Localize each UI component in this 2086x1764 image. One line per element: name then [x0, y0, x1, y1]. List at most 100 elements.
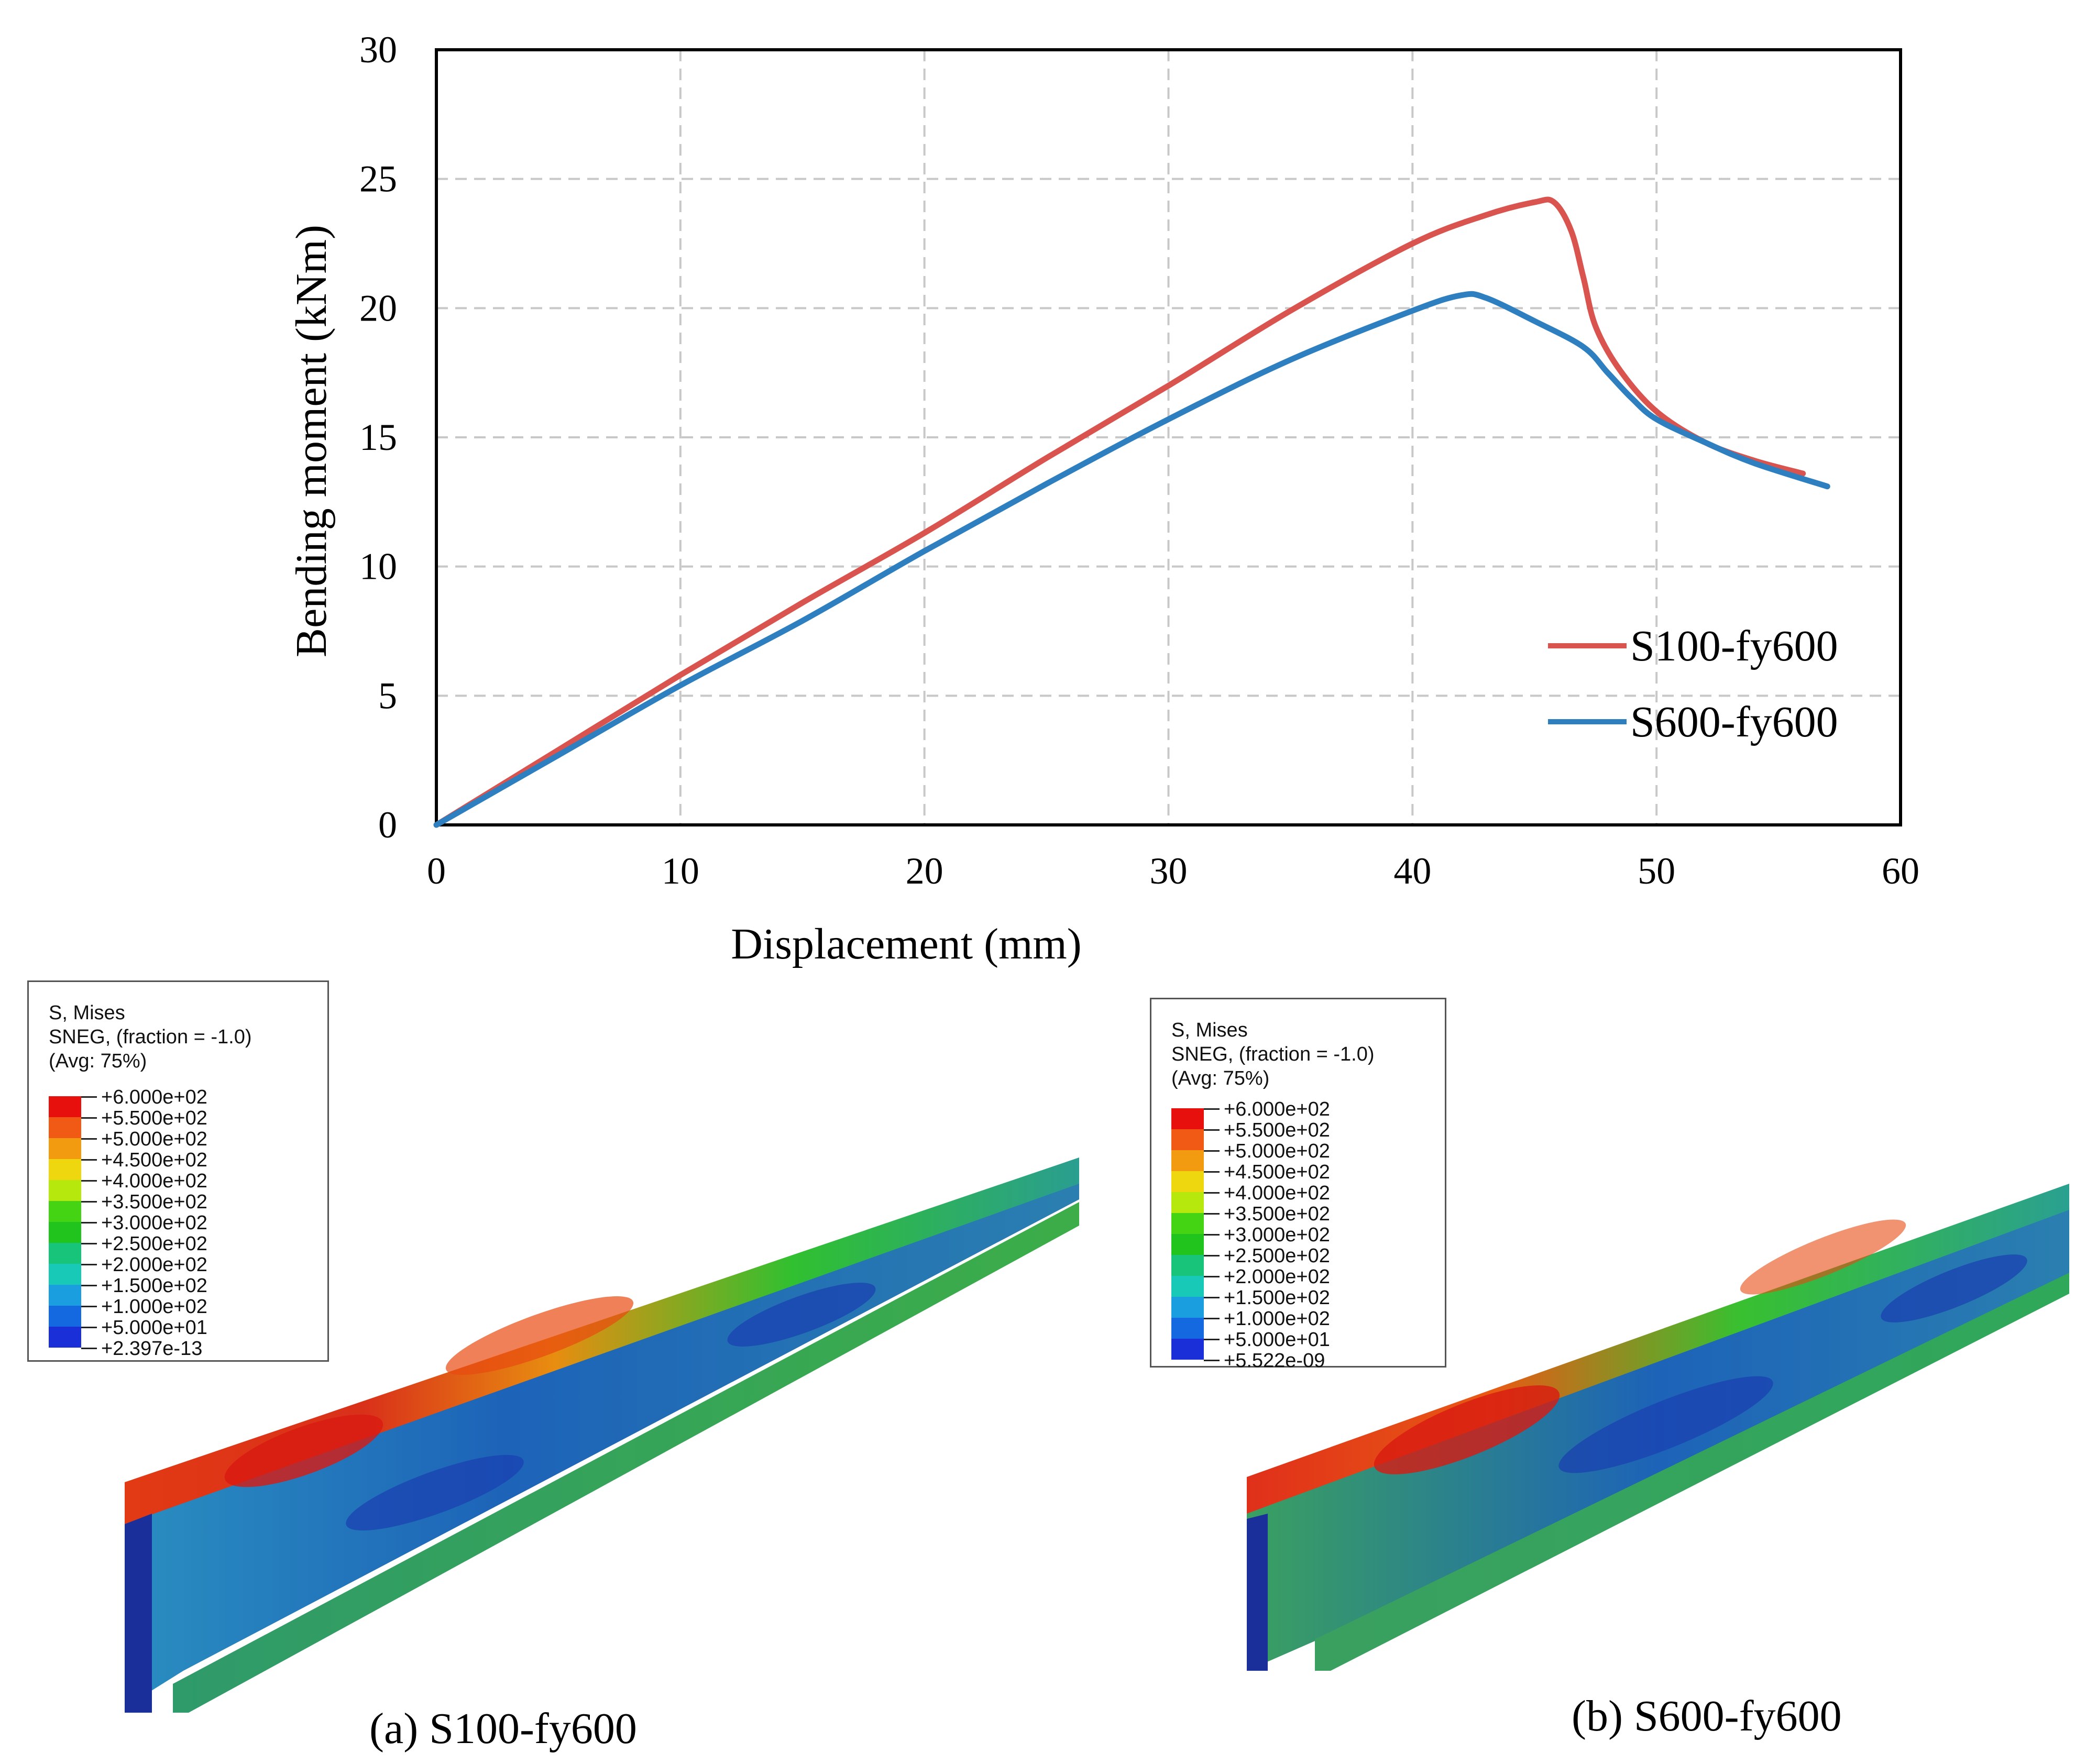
colorbar-b-label-5: +3.500e+02: [1224, 1203, 1330, 1225]
colorbar-b-label-8: +2.000e+02: [1224, 1266, 1330, 1288]
colorbar-b-tick-6: [1204, 1234, 1220, 1236]
colorbar-b-swatch-7: [1171, 1255, 1204, 1276]
x-tick-label-30: 30: [1150, 850, 1188, 892]
contour-legend-b: S, Mises SNEG, (fraction = -1.0) (Avg: 7…: [1150, 998, 1446, 1371]
colorbar-b-tick-1: [1204, 1129, 1220, 1131]
contour-legend-b-header: S, Mises SNEG, (fraction = -1.0) (Avg: 7…: [1171, 1019, 1375, 1089]
colorbar-a-swatch-9: [49, 1285, 81, 1306]
y-tick-label-10: 10: [359, 546, 397, 588]
colorbar-a-tick-8: [81, 1264, 97, 1265]
caption-a: (a) S100-fy600: [369, 1704, 637, 1753]
colorbar-a-level-10: +1.000e+02: [49, 1296, 520, 1327]
colorbar-a-tick-3: [81, 1159, 97, 1161]
colorbar-b-level-6: +3.000e+02: [1171, 1225, 1643, 1255]
colorbar-a-level-9: +1.500e+02: [49, 1275, 520, 1306]
colorbar-a-label-6: +3.000e+02: [101, 1212, 207, 1234]
colorbar-a-level-4: +4.000e+02: [49, 1171, 520, 1201]
colorbar-b-swatch-6: [1171, 1234, 1204, 1255]
colorbar-b-level-3: +4.500e+02: [1171, 1162, 1643, 1192]
series-line-s100-fy600: [433, 196, 1806, 828]
colorbar-a-label-1: +5.500e+02: [101, 1107, 207, 1129]
x-tick-label-20: 20: [906, 850, 943, 892]
colorbar-a-tick-6: [81, 1222, 97, 1223]
colorbar-b-level-10: +1.000e+02: [1171, 1308, 1643, 1339]
colorbar-a-level-7: +2.500e+02: [49, 1233, 520, 1264]
colorbar-a-swatch-7: [49, 1243, 81, 1264]
colorbar-a-swatch-1: [49, 1117, 81, 1138]
colorbar-a-level-1: +5.500e+02: [49, 1108, 520, 1138]
colorbar-a-swatch-10: [49, 1306, 81, 1327]
colorbar-b-tick-3: [1204, 1171, 1220, 1173]
y-tick-label-5: 5: [378, 675, 397, 716]
colorbar-a-tick-7: [81, 1243, 97, 1244]
legend: S100-fy600 S600-fy600: [1548, 622, 1838, 746]
colorbar-a-level-0: +6.000e+02: [49, 1087, 520, 1117]
colorbar-b-tick-11: [1204, 1339, 1220, 1340]
colorbar-b-tick-0: [1204, 1108, 1220, 1110]
colorbar-b-level-7: +2.500e+02: [1171, 1245, 1643, 1276]
colorbar-a-label-4: +4.000e+02: [101, 1170, 207, 1192]
colorbar-b-swatch-4: [1171, 1192, 1204, 1213]
colorbar-b-label-4: +4.000e+02: [1224, 1182, 1330, 1204]
x-tick-label-10: 10: [662, 850, 699, 892]
colorbar-a-tick-4: [81, 1180, 97, 1182]
colorbar-a-swatch-8: [49, 1264, 81, 1285]
x-axis-title: Displacement (mm): [731, 920, 1081, 968]
colorbar-b-level-11: +5.000e+01: [1171, 1329, 1643, 1360]
colorbar-b-label-6: +3.000e+02: [1224, 1224, 1330, 1246]
colorbar-a-swatch-5: [49, 1201, 81, 1222]
colorbar-b-label-3: +4.500e+02: [1224, 1161, 1330, 1183]
x-tick-label-0: 0: [427, 850, 446, 892]
colorbar-a-tick-10: [81, 1306, 97, 1307]
colorbar-a-tick-5: [81, 1201, 97, 1203]
colorbar-b-tick-10: [1204, 1318, 1220, 1319]
colorbar-a-level-8: +2.000e+02: [49, 1254, 520, 1285]
colorbar-b-label-0: +6.000e+02: [1224, 1098, 1330, 1120]
contour-legend-a: S, Mises SNEG, (fraction = -1.0) (Avg: 7…: [27, 980, 329, 1362]
colorbar-b-level-0: +6.000e+02: [1171, 1099, 1643, 1129]
colorbar-b-swatch-5: [1171, 1213, 1204, 1234]
colorbar-a-swatch-4: [49, 1180, 81, 1201]
colorbar-b-label-2: +5.000e+02: [1224, 1140, 1330, 1162]
colorbar-b-level-1: +5.500e+02: [1171, 1120, 1643, 1150]
colorbar-a-tick-2: [81, 1138, 97, 1140]
colorbar-a-swatch-2: [49, 1138, 81, 1159]
colorbar-a-level-6: +3.000e+02: [49, 1212, 520, 1243]
bending-moment-chart: 0 10 20 30 40 50 60 0 5 10 15 20 25 30 Displacement …: [287, 29, 1919, 968]
colorbar-a-label-11: +5.000e+01: [101, 1317, 207, 1339]
colorbar-a-label-5: +3.500e+02: [101, 1191, 207, 1213]
colorbar-b-level-8: +2.000e+02: [1171, 1266, 1643, 1297]
y-tick-label-0: 0: [378, 804, 397, 846]
chart-grid: [436, 50, 1901, 825]
colorbar-a-swatch-3: [49, 1159, 81, 1180]
colorbar-b-swatch-8: [1171, 1276, 1204, 1297]
colorbar-a-label-7: +2.500e+02: [101, 1233, 207, 1255]
colorbar-b-tick-9: [1204, 1297, 1220, 1298]
colorbar-a-level-11: +5.000e+01: [49, 1317, 520, 1348]
colorbar-a-swatch-0: [49, 1096, 81, 1117]
x-tick-label-50: 50: [1638, 850, 1675, 892]
y-axis-title: Bending moment (kNm): [287, 225, 336, 657]
colorbar-b-swatch-11: [1171, 1339, 1204, 1360]
colorbar-b-label-11: +5.000e+01: [1224, 1329, 1330, 1351]
colorbar-b-tick-7: [1204, 1255, 1220, 1256]
colorbar-b-level-9: +1.500e+02: [1171, 1287, 1643, 1318]
colorbar-b-swatch-0: [1171, 1108, 1204, 1129]
colorbar-a-level-3: +4.500e+02: [49, 1150, 520, 1180]
colorbar-a-label-10: +1.000e+02: [101, 1296, 207, 1318]
colorbar-b-swatch-1: [1171, 1129, 1204, 1150]
colorbar-a-level-5: +3.500e+02: [49, 1192, 520, 1222]
colorbar-a-tick-11: [81, 1327, 97, 1328]
caption-b: (b) S600-fy600: [1572, 1692, 1842, 1740]
colorbar-a-label-2: +5.000e+02: [101, 1128, 207, 1150]
fea-model-a: [125, 1157, 1079, 1713]
colorbar-b-min-tick: [1204, 1360, 1220, 1361]
fea-model-b: [1247, 1184, 2069, 1671]
colorbar-b-swatch-9: [1171, 1297, 1204, 1318]
y-tick-labels: 0 5 10 15 20 25 30: [359, 29, 397, 846]
x-tick-label-40: 40: [1393, 850, 1431, 892]
colorbar-b-tick-2: [1204, 1150, 1220, 1152]
colorbar-a-label-0: +6.000e+02: [101, 1086, 207, 1108]
colorbar-b-tick-4: [1204, 1192, 1220, 1194]
colorbar-b-label-9: +1.500e+02: [1224, 1287, 1330, 1309]
